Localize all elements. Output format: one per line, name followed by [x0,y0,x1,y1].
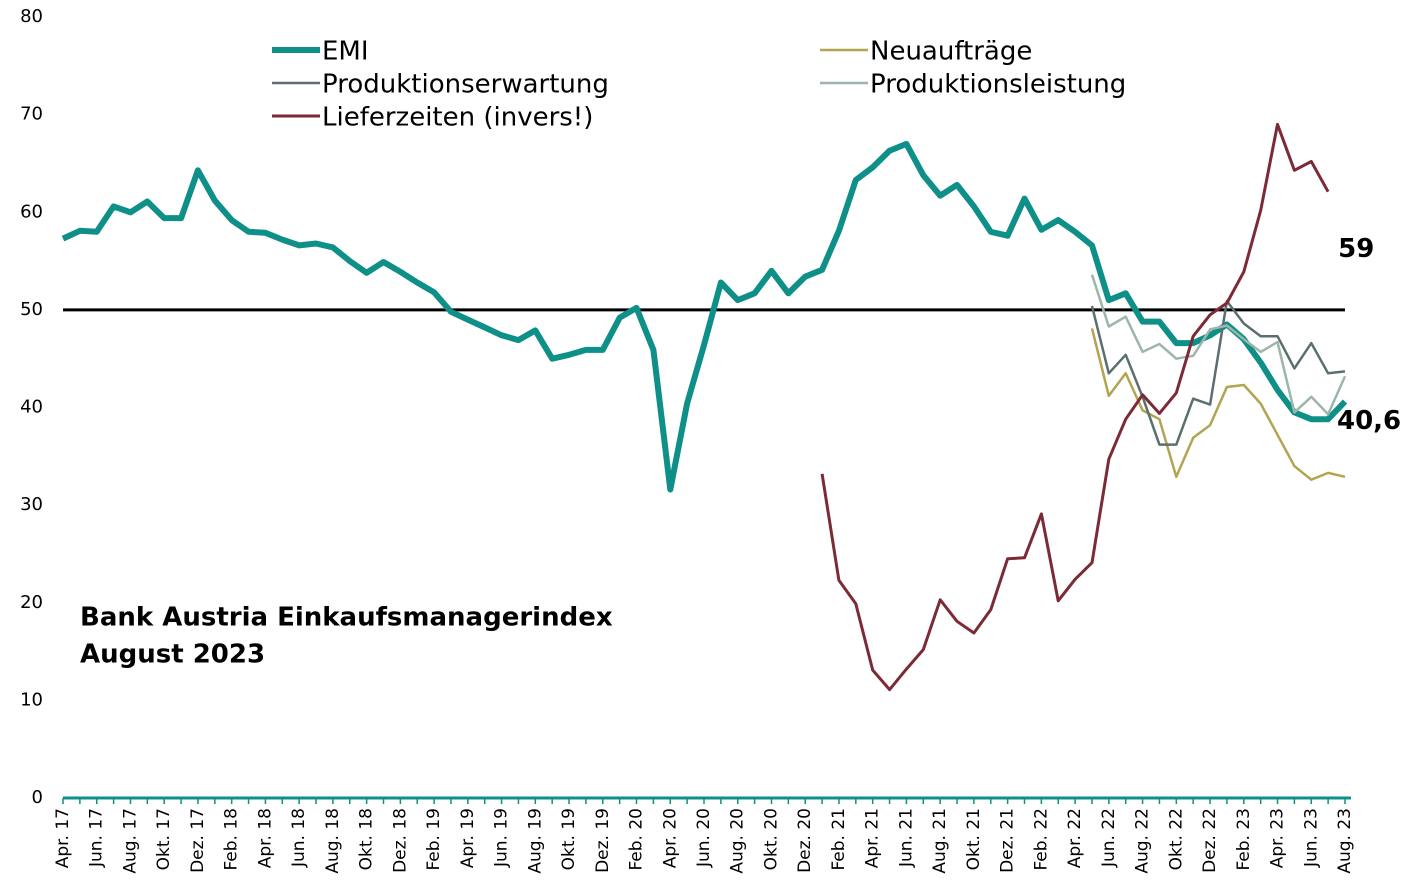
x-tick-label: Jun. 23 [1301,808,1321,868]
x-tick-label: Apr. 23 [1268,808,1288,868]
x-tick-label: Dez. 22 [1200,808,1220,873]
x-tick-label: Aug. 21 [930,808,950,874]
x-tick-label: Okt. 18 [357,808,377,870]
x-tick-label: Jun. 22 [1099,808,1119,868]
y-tick-label: 60 [20,201,43,222]
y-tick-label: 10 [20,689,43,710]
x-tick-label: Feb. 21 [829,808,849,871]
x-tick-label: Aug. 18 [323,808,343,874]
series-line [1090,299,1346,446]
x-tick-label: Jun. 19 [492,808,512,868]
series-line [1090,274,1347,416]
x-tick-label: Jun. 20 [694,808,714,868]
x-tick-label: Okt. 22 [1166,808,1186,870]
x-tick-label: Apr. 21 [863,808,883,868]
x-tick-label: Okt. 19 [559,808,579,870]
y-tick-label: 40 [20,397,43,418]
chart-title: Bank Austria Einkaufsmanagerindex [80,603,613,633]
legend-label: Produktionsleistung [870,70,1126,100]
x-tick-label: Jun. 17 [87,808,107,868]
y-tick-label: 80 [20,6,43,27]
x-tick-label: Feb. 20 [627,808,647,871]
legend-label: Produktionserwartung [322,70,609,100]
series-line [61,140,1348,493]
legend-label: EMI [322,37,369,67]
x-tick-label: Dez. 19 [593,808,613,873]
legend-label: Lieferzeiten (invers!) [322,103,593,133]
x-tick-label: Apr. 22 [1065,808,1085,868]
x-tick-label: Dez. 17 [188,808,208,873]
x-tick-label: Okt. 20 [761,808,781,870]
y-tick-label: 0 [32,787,43,808]
x-tick-label: Dez. 21 [998,808,1018,873]
x-tick-label: Apr. 17 [53,808,73,868]
x-tick-label: Feb. 19 [424,808,444,871]
y-tick-label: 50 [20,299,43,320]
x-tick-label: Dez. 18 [390,808,410,873]
y-tick-label: 20 [20,592,43,613]
x-tick-label: Feb. 22 [1031,808,1051,871]
series-line [820,122,1330,692]
x-tick-label: Apr. 20 [660,808,680,868]
x-tick-label: Feb. 23 [1234,808,1254,871]
x-tick-label: Apr. 18 [255,808,275,868]
series-line [1090,328,1346,481]
x-tick-label: Aug. 20 [728,808,748,874]
y-tick-label: 70 [20,104,43,125]
x-tick-label: Jun. 18 [289,808,309,868]
y-tick-label: 30 [20,494,43,515]
x-tick-label: Okt. 21 [964,808,984,870]
x-tick-label: Dez. 20 [795,808,815,873]
x-tick-label: Okt. 17 [154,808,174,870]
annotation: 59 [1338,234,1374,264]
legend-label: Neuaufträge [870,37,1032,67]
x-tick-label: Aug. 17 [120,808,140,874]
x-tick-label: Feb. 18 [222,808,242,871]
chart-subtitle: August 2023 [80,640,265,670]
annotation: 40,6 [1337,406,1401,436]
x-tick-label: Aug. 23 [1335,808,1355,874]
x-tick-label: Jun. 21 [896,808,916,868]
x-tick-label: Apr. 19 [458,808,478,868]
x-tick-label: Aug. 19 [525,808,545,874]
x-tick-label: Aug. 22 [1133,808,1153,874]
